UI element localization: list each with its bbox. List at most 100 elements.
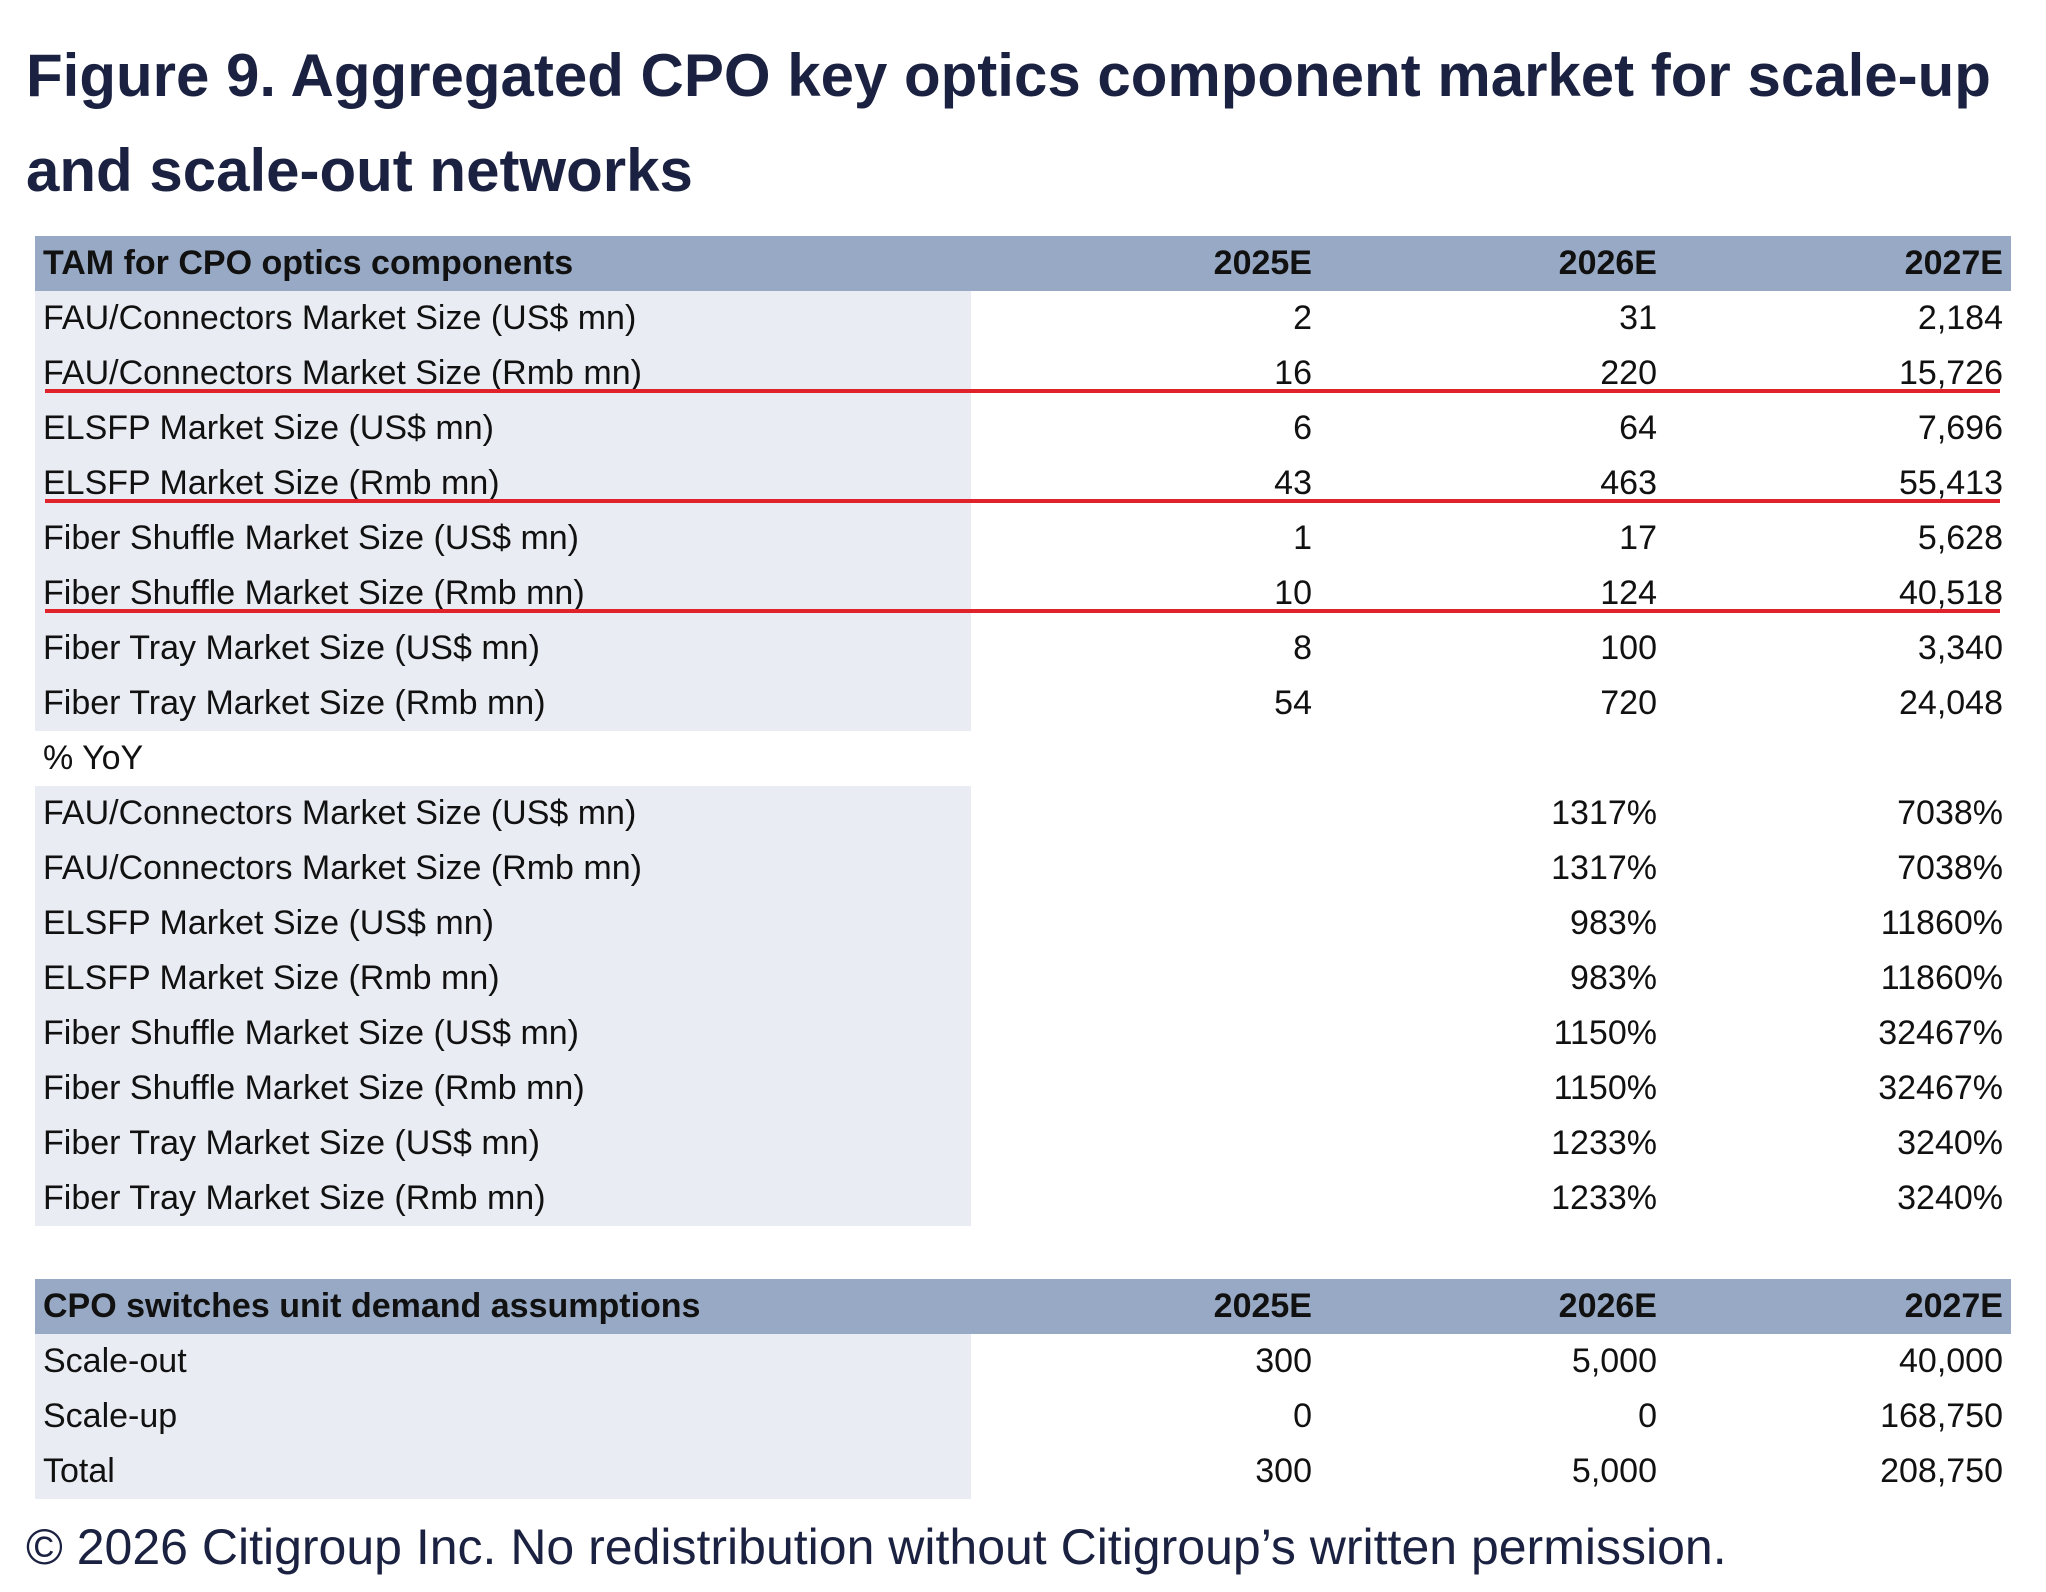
cell-value: 43 bbox=[1274, 464, 1312, 502]
cell-value: 1233% bbox=[1551, 1179, 1657, 1217]
cell-value: 2025E bbox=[1213, 1287, 1312, 1325]
cell-value: 100 bbox=[1600, 629, 1657, 667]
row-label: Fiber Tray Market Size (Rmb mn) bbox=[35, 676, 971, 731]
footer: © 2026 Citigroup Inc. No redistribution … bbox=[26, 1519, 1727, 1575]
cell-value: 983% bbox=[1570, 904, 1657, 942]
cell-value: 3240% bbox=[1897, 1124, 2003, 1162]
cell-value: 2 bbox=[1293, 299, 1312, 337]
cell-value: 5,628 bbox=[1917, 519, 2003, 557]
table-row: FAU/Connectors Market Size (US$ mn) 1317%… bbox=[35, 786, 2011, 841]
cell-value: 16 bbox=[1274, 354, 1312, 392]
cell-value: 983% bbox=[1570, 959, 1657, 997]
row-label: Fiber Shuffle Market Size (Rmb mn) bbox=[35, 1061, 971, 1116]
table-row: ELSFP Market Size (Rmb mn) 983% 11860% bbox=[35, 951, 2011, 1006]
row-label: Fiber Shuffle Market Size (US$ mn) bbox=[35, 511, 971, 566]
cell-value: 40,000 bbox=[1899, 1342, 2003, 1380]
cell-value: 720 bbox=[1600, 684, 1657, 722]
cell-value: 0 bbox=[1638, 1397, 1657, 1435]
annotation-underline bbox=[45, 609, 2000, 613]
cell-value: 6 bbox=[1293, 409, 1312, 447]
row-label: TAM for CPO optics components bbox=[43, 244, 574, 282]
cell-value: 32467% bbox=[1878, 1069, 2003, 1107]
row-label: CPO switches unit demand assumptions bbox=[43, 1287, 701, 1325]
cell-value: 208,750 bbox=[1880, 1452, 2003, 1490]
cell-value: 1317% bbox=[1551, 794, 1657, 832]
cell-value: 24,048 bbox=[1899, 684, 2003, 722]
cell-value: 300 bbox=[1255, 1452, 1312, 1490]
row-label: Scale-out bbox=[35, 1334, 971, 1389]
cell-value: 220 bbox=[1600, 354, 1657, 392]
row-label: ELSFP Market Size (US$ mn) bbox=[35, 401, 971, 456]
cell-value: 3240% bbox=[1897, 1179, 2003, 1217]
cell-value: 1233% bbox=[1551, 1124, 1657, 1162]
row-label: FAU/Connectors Market Size (Rmb mn) bbox=[35, 841, 971, 896]
cell-value: 8 bbox=[1293, 629, 1312, 667]
table-row: Scale-up 0 0 168,750 bbox=[35, 1389, 2011, 1444]
cell-value: 55,413 bbox=[1899, 464, 2003, 502]
cell-value: 2027E bbox=[1904, 244, 2003, 282]
cell-value: 5,000 bbox=[1571, 1342, 1657, 1380]
cell-value: 7,696 bbox=[1917, 409, 2003, 447]
cell-value: 31 bbox=[1619, 299, 1657, 337]
cell-value: 463 bbox=[1600, 464, 1657, 502]
row-label: FAU/Connectors Market Size (US$ mn) bbox=[35, 786, 971, 841]
cell-value: 7038% bbox=[1897, 849, 2003, 887]
row-label: Fiber Tray Market Size (US$ mn) bbox=[35, 1116, 971, 1171]
cell-value: 1 bbox=[1293, 519, 1312, 557]
cell-value: 40,518 bbox=[1899, 574, 2003, 612]
row-label: Fiber Tray Market Size (US$ mn) bbox=[35, 621, 971, 676]
table-row: Fiber Shuffle Market Size (US$ mn) 1 17 5,6… bbox=[35, 511, 2011, 566]
cell-value: 32467% bbox=[1878, 1014, 2003, 1052]
table-row: CPO switches unit demand assumptions 2025… bbox=[35, 1279, 2011, 1334]
row-label: Total bbox=[35, 1444, 971, 1499]
cell-value: 2026E bbox=[1558, 244, 1657, 282]
row-label: FAU/Connectors Market Size (US$ mn) bbox=[35, 291, 971, 346]
cell-value: 3,340 bbox=[1917, 629, 2003, 667]
cell-value: 0 bbox=[1293, 1397, 1312, 1435]
table-row: Fiber Tray Market Size (Rmb mn) 54 720 24,0… bbox=[35, 676, 2011, 731]
table-row: TAM for CPO optics components 2025E 2026E 2… bbox=[35, 236, 2011, 291]
cell-value: 1150% bbox=[1553, 1069, 1657, 1107]
cell-value: 1150% bbox=[1553, 1014, 1657, 1052]
cell-value: 168,750 bbox=[1880, 1397, 2003, 1435]
title: Figure 9. Aggregated CPO key optics comp… bbox=[26, 42, 1991, 204]
row-label: ELSFP Market Size (US$ mn) bbox=[35, 896, 971, 951]
table-row: ELSFP Market Size (US$ mn) 983% 11860% bbox=[35, 896, 2011, 951]
cell-value: 2025E bbox=[1213, 244, 1312, 282]
cell-value: 7038% bbox=[1897, 794, 2003, 832]
annotation-underline bbox=[45, 389, 2000, 393]
table-row: FAU/Connectors Market Size (Rmb mn) 16 220… bbox=[35, 346, 2011, 401]
row-label: Scale-up bbox=[35, 1389, 971, 1444]
row-label: ELSFP Market Size (Rmb mn) bbox=[35, 951, 971, 1006]
cell-value: 10 bbox=[1274, 574, 1312, 612]
annotation-underline bbox=[45, 499, 2000, 503]
cell-value: 11860% bbox=[1880, 904, 2003, 942]
cell-value: 15,726 bbox=[1899, 354, 2003, 392]
cell-value: 11860% bbox=[1880, 959, 2003, 997]
table-row: Fiber Shuffle Market Size (Rmb mn) 1150% 3… bbox=[35, 1061, 2011, 1116]
table-row: FAU/Connectors Market Size (US$ mn) 2 31 2,… bbox=[35, 291, 2011, 346]
cell-value: 17 bbox=[1619, 519, 1657, 557]
cell-value: 54 bbox=[1274, 684, 1312, 722]
row-label: Fiber Shuffle Market Size (US$ mn) bbox=[35, 1006, 971, 1061]
table-row: FAU/Connectors Market Size (Rmb mn) 1317%… bbox=[35, 841, 2011, 896]
cell-value: 300 bbox=[1255, 1342, 1312, 1380]
table-row: Fiber Tray Market Size (US$ mn) 1233% 3240… bbox=[35, 1116, 2011, 1171]
cell-value: 124 bbox=[1600, 574, 1657, 612]
table-row: Fiber Tray Market Size (Rmb mn) 1233% 3240… bbox=[35, 1171, 2011, 1226]
cell-value: 64 bbox=[1619, 409, 1657, 447]
cell-value: 1317% bbox=[1551, 849, 1657, 887]
cell-value: 2027E bbox=[1904, 1287, 2003, 1325]
table-row: Total 300 5,000 208,750 bbox=[35, 1444, 2011, 1499]
table-row: ELSFP Market Size (US$ mn) 6 64 7,696 bbox=[35, 401, 2011, 456]
table-row: Fiber Shuffle Market Size (US$ mn) 1150% 3… bbox=[35, 1006, 2011, 1061]
table-row: Scale-out 300 5,000 40,000 bbox=[35, 1334, 2011, 1389]
table-row: % YoY bbox=[35, 731, 2011, 786]
cell-value: 5,000 bbox=[1571, 1452, 1657, 1490]
cell-value: 2026E bbox=[1558, 1287, 1657, 1325]
cell-value: 2,184 bbox=[1917, 299, 2003, 337]
row-label: % YoY bbox=[43, 739, 144, 777]
table-row: ELSFP Market Size (Rmb mn) 43 463 55,413 bbox=[35, 456, 2011, 511]
table-row: Fiber Tray Market Size (US$ mn) 8 100 3,340 bbox=[35, 621, 2011, 676]
